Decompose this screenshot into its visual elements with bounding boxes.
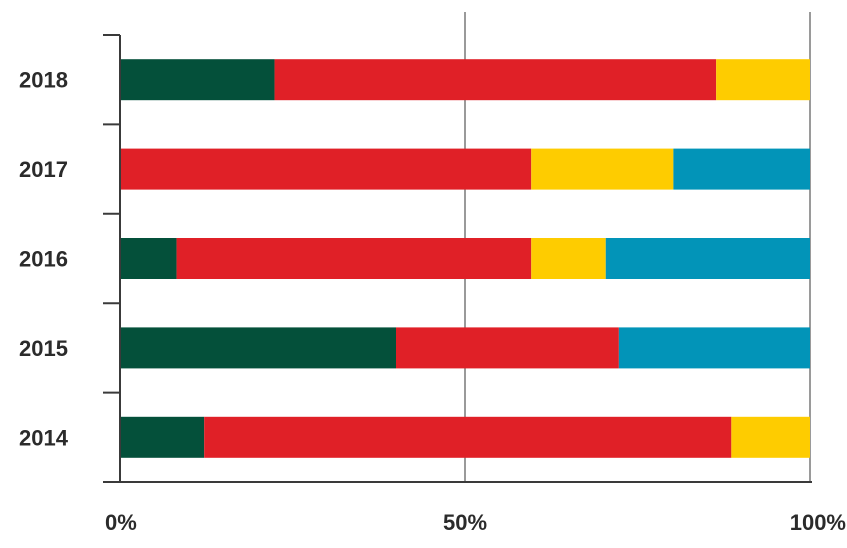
x-tick-label-0pct: 0% (105, 510, 137, 535)
category-label-2016: 2016 (19, 247, 68, 272)
bar-2016-segment-2 (176, 238, 532, 279)
bar-2015-segment-2 (396, 327, 619, 369)
bar-2014-segment-1 (120, 416, 205, 458)
bar-2014-segment-3 (731, 416, 810, 458)
bar-2017-segment-3 (531, 148, 674, 190)
bar-2016-segment-1 (120, 238, 177, 279)
x-tick-label-50pct: 50% (443, 510, 487, 535)
category-label-2014: 2014 (19, 425, 69, 450)
bar-2018-segment-3 (716, 59, 810, 101)
axes (103, 34, 812, 483)
bar-2018-segment-1 (120, 59, 275, 101)
x-tick-label-100pct: 100% (790, 510, 846, 535)
category-label-2015: 2015 (19, 336, 68, 361)
category-label-2017: 2017 (19, 157, 68, 182)
bar-2015-segment-1 (120, 327, 396, 369)
labels: 2018 2017 2016 2015 2014 0% 50% 100% (19, 68, 846, 535)
bars (120, 59, 810, 458)
bar-2017-segment-4 (673, 148, 810, 190)
bar-2018-segment-2 (274, 59, 717, 101)
bar-2015-segment-4 (618, 327, 810, 369)
bar-2014-segment-2 (204, 416, 732, 458)
category-label-2018: 2018 (19, 68, 68, 93)
bar-2016-segment-3 (531, 238, 606, 279)
bar-2016-segment-4 (605, 238, 810, 279)
bar-2017-segment-2 (120, 148, 532, 190)
